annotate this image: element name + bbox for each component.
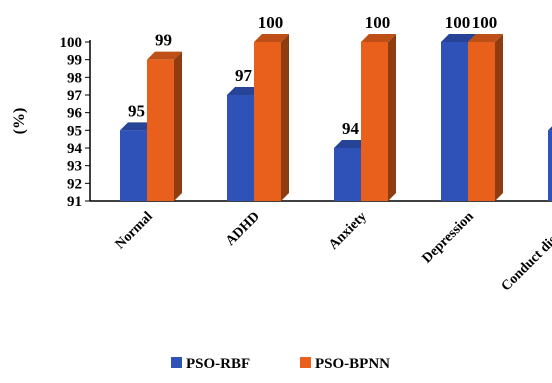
- bar-front: [147, 59, 174, 201]
- category-label: Conduct disorder: [499, 209, 552, 294]
- data-label: 100: [258, 13, 284, 32]
- bar-pso-bpnn-depression: [468, 34, 503, 201]
- bars: [120, 34, 552, 201]
- bar-front: [227, 95, 254, 201]
- y-tick-label: 92: [67, 176, 82, 192]
- legend: PSO-RBF PSO-BPNN: [171, 356, 390, 372]
- legend-item: PSO-BPNN: [300, 356, 390, 372]
- y-tick-label: 95: [67, 123, 82, 139]
- bar-pso-bpnn-normal: [147, 51, 182, 201]
- category-label: Depression: [420, 209, 477, 266]
- legend-label: PSO-RBF: [186, 356, 250, 372]
- bar-top: [254, 34, 289, 42]
- y-tick-label: 99: [67, 53, 82, 69]
- data-label: 95: [128, 101, 145, 120]
- category-label: Anxiety: [326, 209, 370, 253]
- data-label: 100: [472, 13, 498, 32]
- legend-item: PSO-RBF: [171, 356, 250, 372]
- category-label: Normal: [113, 209, 156, 252]
- bar-pso-bpnn-anxiety: [361, 34, 396, 201]
- bar-side: [495, 34, 503, 201]
- bar-side: [388, 34, 396, 201]
- bar-side: [174, 51, 182, 201]
- data-label: 100: [365, 13, 391, 32]
- bar-top: [441, 34, 476, 42]
- data-label: 94: [342, 119, 360, 138]
- y-tick-label: 98: [67, 70, 82, 86]
- data-label: 97: [235, 66, 253, 85]
- bar-front: [334, 148, 361, 201]
- legend-swatch: [300, 357, 311, 368]
- legend-swatch: [171, 357, 182, 368]
- y-tick-label: 96: [67, 106, 83, 122]
- y-tick-label: 94: [67, 141, 83, 157]
- legend-label: PSO-BPNN: [315, 356, 390, 372]
- bar-top: [361, 34, 396, 42]
- bar-side: [281, 34, 289, 201]
- y-tick-label: 93: [67, 159, 82, 175]
- y-tick-label: 100: [60, 35, 83, 51]
- bar-top: [334, 140, 369, 148]
- bar-top: [468, 34, 503, 42]
- bar-front: [468, 42, 495, 201]
- category-labels: Normal ADHD Anxiety Depression Conduct disor…: [113, 209, 552, 294]
- bar-front: [120, 130, 147, 201]
- y-tick-label: 91: [67, 194, 82, 210]
- bar-front: [441, 42, 468, 201]
- data-label: 99: [155, 31, 172, 50]
- bar-pso-rbf-conduct-disorder: [548, 126, 552, 201]
- category-label: ADHD: [223, 209, 263, 249]
- bar-top: [120, 122, 155, 131]
- bar-front: [548, 130, 552, 201]
- bar-top: [147, 51, 182, 60]
- bar-front: [361, 42, 388, 201]
- data-label: 100: [445, 13, 471, 32]
- bar-pso-bpnn-adhd: [254, 34, 289, 201]
- y-tick-label: 97: [67, 88, 83, 104]
- bar-top: [548, 126, 552, 131]
- bar-front: [254, 42, 281, 201]
- y-axis-title: (%): [11, 108, 28, 135]
- data-labels: 9599971009410010010095100: [128, 13, 498, 138]
- bar-top: [227, 87, 262, 95]
